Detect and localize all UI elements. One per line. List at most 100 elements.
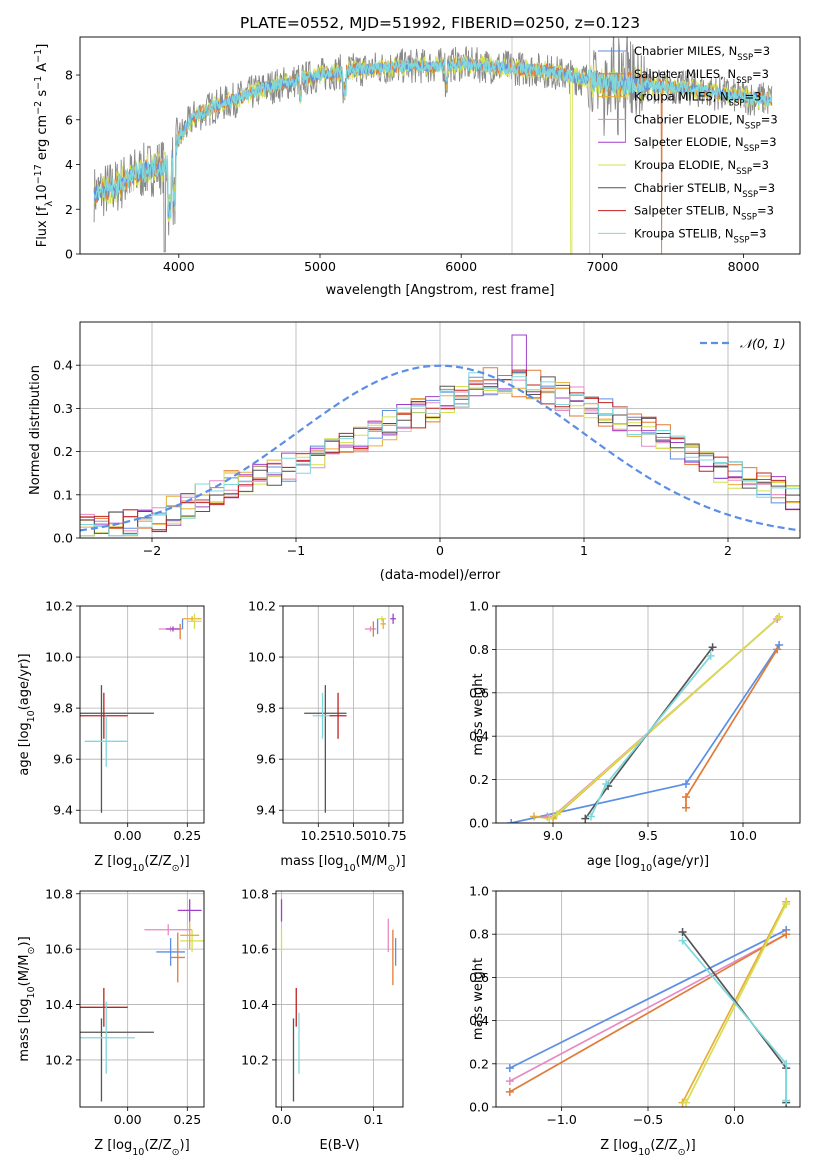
weight-line [533, 616, 780, 820]
label-part: age [log [587, 854, 640, 869]
y-tick-label: 0.2 [469, 1056, 489, 1071]
y-tick-label: 0.2 [469, 772, 489, 787]
plot-area [80, 334, 800, 538]
z-weight-panel: −1.0 −0.5 0.0 0.0 0.2 0.4 0.6 0.8 1.0 mass weight… [469, 884, 801, 1158]
x-tick-label: 10.50 [336, 828, 372, 843]
label-part: ⊙ [172, 1147, 180, 1158]
weight-line [685, 648, 778, 808]
label-part: 10 [35, 184, 50, 201]
y-tick-label: 0.0 [469, 816, 489, 831]
label-part: Kroupa MILES, N [634, 90, 729, 104]
weight-marker [775, 641, 784, 650]
label-part: =3 [761, 112, 778, 126]
y-tick-label: 8 [65, 68, 73, 83]
weight-marker [782, 1059, 791, 1068]
weight-line [509, 933, 787, 1093]
y-axis-label: mass [log10(M/M⊙)] [17, 936, 37, 1061]
z-age-panel: 0.00 0.259.49.69.810.010.2Z [log10(Z/Z⊙)]… [17, 599, 205, 874]
label-part: )] [180, 1138, 190, 1153]
y-tick-label: 0.4 [53, 358, 73, 373]
label-part: mass [log [280, 854, 343, 869]
x-tick-label: 10.25 [300, 828, 336, 843]
label-part: =3 [760, 135, 777, 149]
x-tick-label: 1 [580, 543, 588, 558]
y-tick-label: 9.4 [256, 803, 276, 818]
y-tick-label: 0.0 [53, 531, 73, 546]
y-tick-label: 9.8 [256, 701, 276, 716]
weight-marker [682, 792, 690, 801]
grid [80, 891, 204, 1107]
y-tick-label: 6 [65, 112, 73, 127]
y-tick-label: 10.2 [241, 1052, 269, 1067]
weight-marker [505, 1087, 514, 1096]
weight-marker [782, 1096, 791, 1105]
label-part: (age/yr)] [17, 653, 32, 710]
label-part: =3 [749, 226, 766, 240]
label-part: ⊙ [388, 863, 396, 874]
legend-label: 𝒩(0, 1) [740, 336, 786, 351]
label-part: =3 [757, 204, 774, 218]
histogram-series [80, 372, 800, 538]
legend: 𝒩(0, 1) [700, 336, 786, 351]
grid [80, 322, 800, 539]
x-tick-label: −0.5 [633, 1112, 663, 1127]
plot-area [80, 613, 202, 813]
label-part: )] [180, 854, 190, 869]
y-tick-label: 0 [65, 247, 73, 262]
y-tick-label: 10.4 [241, 997, 269, 1012]
axes-frame [495, 890, 801, 1108]
x-axis-label: wavelength [Angstrom, rest frame] [326, 283, 555, 298]
legend-label: Chabrier MILES, NSSP=3 [634, 44, 770, 63]
label-part: (age/yr)] [652, 854, 709, 869]
x-tick-label: 0.25 [173, 828, 201, 843]
weight-marker [507, 819, 516, 823]
y-tick-label: 1.0 [469, 884, 489, 899]
mass-age-panel: 10.25 10.50 10.75 9.4 9.6 9.8 10.0 10.2 mass [lo… [248, 599, 407, 874]
axes-frame [79, 605, 205, 824]
y-tick-label: 10.2 [248, 599, 276, 614]
axes-frame [79, 36, 801, 255]
y-tick-label: 10.8 [241, 886, 269, 901]
y-tick-label: 9.6 [53, 752, 73, 767]
label-part: Chabrier STELIB, N [634, 181, 742, 195]
label-part: (Z/Z [144, 854, 171, 869]
label-part: =3 [753, 44, 770, 58]
age-weight-panel: 9.0 9.5 10.0 0.0 0.2 0.4 0.6 0.8 1.0 mass weight a… [469, 599, 801, 874]
label-part: −1 [33, 49, 44, 63]
label-part: =3 [752, 158, 769, 172]
axes-frame [79, 890, 205, 1108]
weight-line [509, 933, 787, 1082]
label-part: SSP [745, 121, 761, 131]
x-tick-label: 0.00 [114, 1112, 142, 1127]
label-part: Kroupa ELODIE, N [634, 158, 736, 172]
y-tick-label: 10.0 [45, 650, 73, 665]
legend-label: Kroupa STELIB, NSSP=3 [634, 226, 766, 245]
label-part: 10 [638, 1147, 650, 1158]
label-part: −2 [33, 101, 44, 115]
label-part: SSP [729, 99, 745, 109]
axes-frame [79, 321, 801, 539]
plot-area [80, 899, 204, 1102]
x-tick-label: 5000 [304, 259, 336, 274]
x-tick-label: 0.0 [724, 1112, 744, 1127]
x-axis-label: E(B-V) [319, 1138, 359, 1153]
y-tick-label: 0.0 [469, 1100, 489, 1115]
label-part: 10 [132, 863, 144, 874]
plot-area [505, 897, 791, 1107]
x-tick-label: 7000 [586, 259, 618, 274]
axes-frame [282, 605, 404, 824]
label-part: =3 [752, 67, 769, 81]
label-part: 10 [640, 863, 652, 874]
x-tick-label: 2 [724, 543, 732, 558]
x-tick-label: −1.0 [546, 1112, 576, 1127]
weight-marker [708, 643, 717, 652]
legend-label: Salpeter ELODIE, NSSP=3 [634, 135, 777, 154]
label-part: SSP [736, 76, 752, 86]
grid [276, 891, 403, 1107]
weight-marker [782, 930, 791, 939]
y-tick-label: 10.6 [241, 942, 269, 957]
spectrum-panel: 4000 5000 6000 7000 8000 0 2 4 6 8 wavelength [Ang… [33, 36, 801, 298]
